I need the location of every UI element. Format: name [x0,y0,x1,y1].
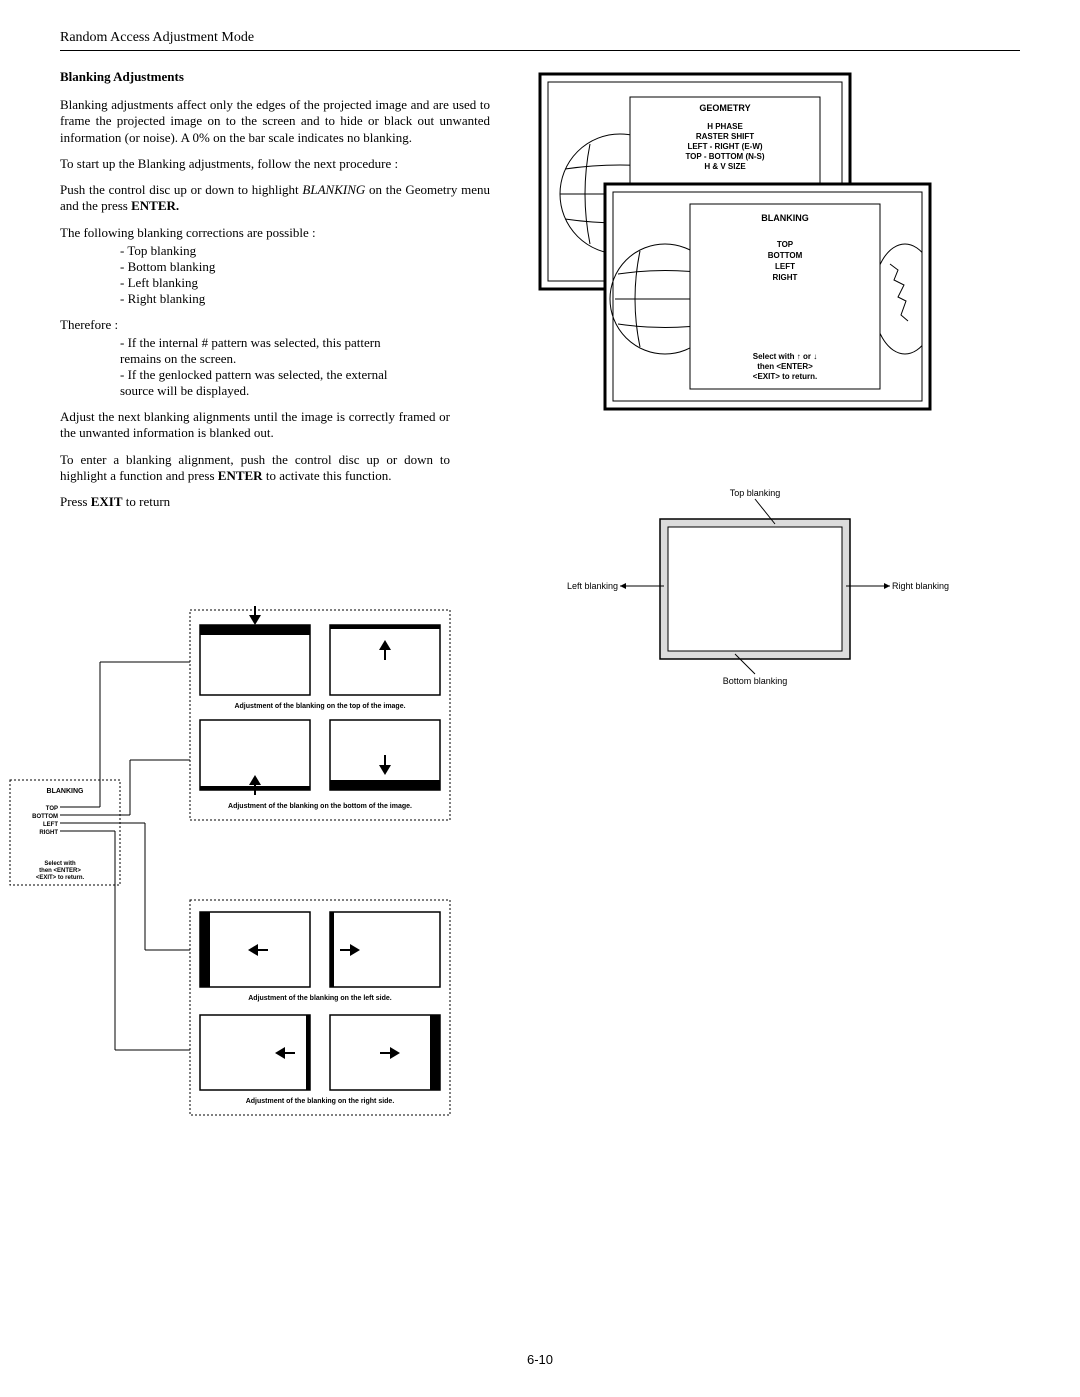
svg-text:TOP: TOP [46,806,58,812]
blanking-title: BLANKING [761,213,809,223]
paragraph: Push the control disc up or down to high… [60,182,490,215]
right-column: GEOMETRY H PHASE RASTER SHIFT LEFT - RIG… [530,69,1020,520]
svg-text:RIGHT: RIGHT [773,273,798,282]
svg-text:BLANKING: BLANKING [47,788,84,795]
svg-text:Adjustment of the blanking on: Adjustment of the blanking on the bottom… [228,803,412,810]
menu-screens-figure: GEOMETRY H PHASE RASTER SHIFT LEFT - RIG… [530,69,960,429]
svg-text:H & V SIZE: H & V SIZE [704,162,746,171]
header-rule [60,50,1020,51]
svg-text:LEFT: LEFT [43,822,58,828]
paragraph: Press EXIT to return [60,494,490,510]
blanking-sides-figure: Top blanking Bottom blanking Left blanki… [560,474,980,694]
svg-text:Select with: Select with [44,861,76,867]
svg-text:BOTTOM: BOTTOM [32,814,58,820]
svg-text:H PHASE: H PHASE [707,122,743,131]
list: - Top blanking - Bottom blanking - Left … [120,243,490,307]
section-title: Blanking Adjustments [60,69,490,85]
svg-text:TOP - BOTTOM (N-S): TOP - BOTTOM (N-S) [685,152,764,161]
svg-text:LEFT - RIGHT (E-W): LEFT - RIGHT (E-W) [687,142,762,151]
svg-text:TOP: TOP [777,240,794,249]
svg-text:Left blanking: Left blanking [567,581,618,591]
paragraph: Therefore : [60,317,490,333]
svg-text:Adjustment of the blanking on: Adjustment of the blanking on the top of… [234,703,405,710]
adjustment-diagrams: BLANKING TOP BOTTOM LEFT RIGHT Select wi… [0,600,500,1160]
geometry-title: GEOMETRY [699,103,750,113]
svg-text:BOTTOM: BOTTOM [768,251,803,260]
paragraph: To start up the Blanking adjustments, fo… [60,156,490,172]
svg-text:LEFT: LEFT [775,262,795,271]
list: - If the internal # pattern was selected… [120,335,400,399]
svg-text:RASTER SHIFT: RASTER SHIFT [696,132,754,141]
svg-text:<EXIT> to return.: <EXIT> to return. [753,372,817,381]
page-number: 6-10 [0,1352,1080,1367]
page-header: Random Access Adjustment Mode [60,30,1020,46]
paragraph: To enter a blanking alignment, push the … [60,452,450,485]
paragraph: The following blanking corrections are p… [60,225,490,241]
svg-text:Select with ↑ or ↓: Select with ↑ or ↓ [753,352,817,361]
svg-text:then <ENTER>: then <ENTER> [39,868,81,874]
svg-text:Top blanking: Top blanking [730,488,781,498]
left-column: Blanking Adjustments Blanking adjustment… [60,69,490,520]
svg-text:Right blanking: Right blanking [892,581,949,591]
svg-text:RIGHT: RIGHT [39,830,58,836]
svg-text:Adjustment of the blanking on: Adjustment of the blanking on the left s… [248,995,392,1002]
svg-text:then <ENTER>: then <ENTER> [757,362,813,371]
svg-text:Bottom blanking: Bottom blanking [723,676,788,686]
paragraph: Blanking adjustments affect only the edg… [60,97,490,146]
svg-text:Adjustment of the blanking on: Adjustment of the blanking on the right … [246,1098,395,1105]
paragraph: Adjust the next blanking alignments unti… [60,409,450,442]
svg-text:<EXIT> to return.: <EXIT> to return. [36,875,85,881]
